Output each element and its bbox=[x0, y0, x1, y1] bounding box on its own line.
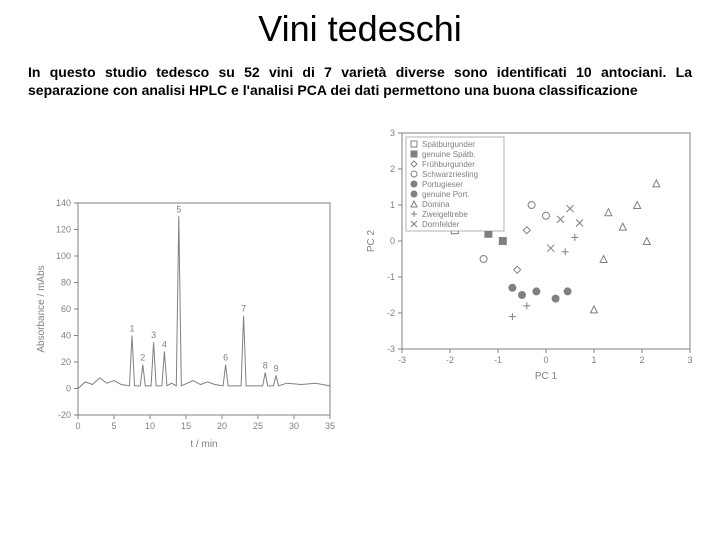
svg-text:0: 0 bbox=[543, 355, 548, 365]
svg-text:Absorbance / mAbs: Absorbance / mAbs bbox=[36, 265, 47, 352]
hplc-chart: 05101520253035-20020406080100120140t / m… bbox=[30, 193, 340, 453]
page-subtitle: In questo studio tedesco su 52 vini di 7… bbox=[0, 64, 720, 99]
svg-text:60: 60 bbox=[61, 304, 71, 314]
svg-text:3: 3 bbox=[151, 330, 156, 340]
svg-text:6: 6 bbox=[223, 353, 228, 363]
svg-text:-1: -1 bbox=[494, 355, 502, 365]
svg-text:0: 0 bbox=[390, 236, 395, 246]
page-title: Vini tedeschi bbox=[0, 8, 720, 50]
svg-text:1: 1 bbox=[390, 200, 395, 210]
svg-text:9: 9 bbox=[273, 363, 278, 373]
svg-text:120: 120 bbox=[56, 225, 71, 235]
svg-text:t / min: t / min bbox=[190, 439, 217, 450]
svg-text:140: 140 bbox=[56, 198, 71, 208]
svg-text:Dornfelder: Dornfelder bbox=[422, 220, 460, 229]
svg-text:2: 2 bbox=[639, 355, 644, 365]
svg-text:5: 5 bbox=[176, 204, 181, 214]
svg-text:80: 80 bbox=[61, 278, 71, 288]
svg-text:40: 40 bbox=[61, 331, 71, 341]
svg-text:Domina: Domina bbox=[422, 200, 450, 209]
svg-text:0: 0 bbox=[66, 384, 71, 394]
svg-text:Frühburgunder: Frühburgunder bbox=[422, 160, 475, 169]
svg-text:2: 2 bbox=[140, 353, 145, 363]
svg-text:35: 35 bbox=[325, 421, 335, 431]
svg-text:4: 4 bbox=[162, 339, 167, 349]
svg-text:Portugieser: Portugieser bbox=[422, 180, 463, 189]
svg-text:-3: -3 bbox=[387, 344, 395, 354]
svg-text:-2: -2 bbox=[387, 308, 395, 318]
svg-text:Spätburgunder: Spätburgunder bbox=[422, 140, 475, 149]
svg-text:3: 3 bbox=[687, 355, 692, 365]
svg-text:PC 2: PC 2 bbox=[366, 229, 377, 252]
svg-text:5: 5 bbox=[111, 421, 116, 431]
svg-text:-2: -2 bbox=[446, 355, 454, 365]
svg-text:-3: -3 bbox=[398, 355, 406, 365]
svg-text:-20: -20 bbox=[58, 410, 71, 420]
svg-text:Zweigeltrebe: Zweigeltrebe bbox=[422, 210, 468, 219]
svg-text:3: 3 bbox=[390, 128, 395, 138]
svg-text:PC 1: PC 1 bbox=[535, 371, 558, 382]
svg-text:15: 15 bbox=[181, 421, 191, 431]
svg-text:-1: -1 bbox=[387, 272, 395, 282]
svg-text:7: 7 bbox=[241, 304, 246, 314]
svg-text:8: 8 bbox=[263, 361, 268, 371]
svg-text:2: 2 bbox=[390, 164, 395, 174]
svg-text:100: 100 bbox=[56, 251, 71, 261]
svg-text:10: 10 bbox=[145, 421, 155, 431]
svg-text:1: 1 bbox=[591, 355, 596, 365]
svg-text:20: 20 bbox=[217, 421, 227, 431]
svg-text:0: 0 bbox=[75, 421, 80, 431]
svg-text:20: 20 bbox=[61, 357, 71, 367]
charts-region: 05101520253035-20020406080100120140t / m… bbox=[0, 113, 720, 493]
svg-text:genuine Spätb.: genuine Spätb. bbox=[422, 150, 476, 159]
svg-text:Schwarzriesling: Schwarzriesling bbox=[422, 170, 478, 179]
svg-text:25: 25 bbox=[253, 421, 263, 431]
svg-text:1: 1 bbox=[129, 324, 134, 334]
pca-chart: -3 -2 -1 0 1 2 3 -3 -2 -1 0 1 2 3 PC 1 PC 2 Spätburgunde… bbox=[360, 123, 700, 383]
svg-text:30: 30 bbox=[289, 421, 299, 431]
svg-text:genuine Port.: genuine Port. bbox=[422, 190, 470, 199]
